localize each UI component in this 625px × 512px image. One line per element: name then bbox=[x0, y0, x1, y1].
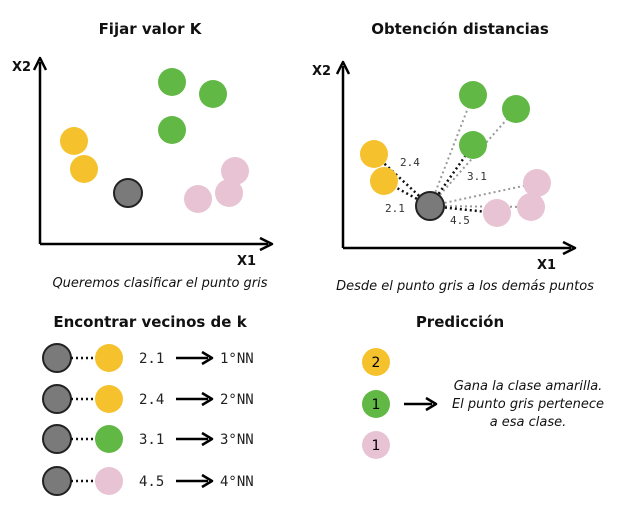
pink-point bbox=[184, 185, 212, 213]
neighbor-row: 2.4 2°NN bbox=[42, 384, 254, 414]
x-axis-label-fijar: X1 bbox=[237, 254, 257, 269]
neighbor-point bbox=[95, 425, 123, 453]
neighbor-distance: 2.4 bbox=[139, 392, 164, 408]
y-axis-label-fijar: X2 bbox=[12, 60, 32, 75]
caption-distancias: Desde el punto gris a los demás puntos bbox=[336, 279, 594, 294]
axes-distancias bbox=[335, 60, 577, 256]
yellow-point bbox=[360, 140, 388, 168]
neighbor-point bbox=[95, 467, 123, 495]
distance-label: 3.1 bbox=[467, 170, 487, 183]
green-point bbox=[502, 95, 530, 123]
panel-title-prediccion: Predicción bbox=[415, 313, 505, 331]
prediction-arrow bbox=[404, 396, 438, 412]
points-distancias bbox=[360, 81, 551, 227]
caption-fijar: Queremos clasificar el punto gris bbox=[52, 276, 268, 291]
axes-fijar bbox=[32, 56, 274, 252]
yellow-count-point bbox=[362, 348, 390, 376]
distance-label: 2.4 bbox=[400, 156, 420, 169]
neighbor-rank: 4°NN bbox=[220, 474, 254, 490]
pink-point bbox=[483, 199, 511, 227]
gray-query-point bbox=[415, 191, 445, 221]
neighbor-distance: 4.5 bbox=[139, 474, 164, 490]
prediction-line-3: a esa clase. bbox=[489, 415, 567, 430]
neighbor-point bbox=[95, 344, 123, 372]
yellow-point bbox=[370, 167, 398, 195]
gray-query-point bbox=[113, 178, 143, 208]
pink-count-point bbox=[362, 431, 390, 459]
green-point bbox=[158, 68, 186, 96]
gray-query-point bbox=[42, 466, 72, 496]
distance-label: 2.1 bbox=[385, 202, 405, 215]
green-point bbox=[459, 131, 487, 159]
neighbor-distance: 3.1 bbox=[139, 432, 164, 448]
pink-point bbox=[221, 157, 249, 185]
neighbor-point bbox=[95, 385, 123, 413]
pink-point bbox=[523, 169, 551, 197]
gray-query-point bbox=[42, 343, 72, 373]
prediction-counts: 2 1 1 bbox=[362, 348, 390, 459]
pink-count: 1 bbox=[372, 438, 381, 454]
green-count-point bbox=[362, 390, 390, 418]
yellow-point bbox=[70, 155, 98, 183]
prediction-line-2: El punto gris pertenece bbox=[451, 397, 605, 412]
neighbor-rank: 1°NN bbox=[220, 351, 254, 367]
panel-title-vecinos: Encontrar vecinos de k bbox=[53, 313, 247, 331]
yellow-count: 2 bbox=[372, 355, 381, 371]
neighbor-row: 3.1 3°NN bbox=[42, 424, 254, 454]
neighbor-row: 4.5 4°NN bbox=[42, 466, 254, 496]
prediction-result-text: Gana la clase amarilla. El punto gris pe… bbox=[438, 378, 618, 432]
distance-labels: 2.4 2.1 3.1 4.5 bbox=[385, 156, 487, 227]
gray-query-point bbox=[42, 424, 72, 454]
green-count: 1 bbox=[372, 397, 381, 413]
panel-title-fijar: Fijar valor K bbox=[98, 20, 202, 38]
distance-label: 4.5 bbox=[450, 214, 470, 227]
neighbor-rows: 2.1 1°NN 2.4 2°NN 3.1 3°NN bbox=[42, 343, 254, 496]
pink-point bbox=[215, 179, 243, 207]
pink-point bbox=[517, 193, 545, 221]
neighbor-row: 2.1 1°NN bbox=[42, 343, 254, 373]
prediction-line-1: Gana la clase amarilla. bbox=[453, 379, 603, 394]
neighbor-rank: 3°NN bbox=[220, 432, 254, 448]
neighbor-distance: 2.1 bbox=[139, 351, 164, 367]
y-axis-label-distancias: X2 bbox=[312, 64, 332, 79]
green-point bbox=[459, 81, 487, 109]
gray-query-point bbox=[42, 384, 72, 414]
panel-title-distancias: Obtención distancias bbox=[371, 20, 549, 38]
neighbor-rank: 2°NN bbox=[220, 392, 254, 408]
points-fijar bbox=[60, 68, 249, 213]
x-axis-label-distancias: X1 bbox=[537, 258, 557, 273]
yellow-point bbox=[60, 127, 88, 155]
green-point bbox=[158, 116, 186, 144]
green-point bbox=[199, 80, 227, 108]
